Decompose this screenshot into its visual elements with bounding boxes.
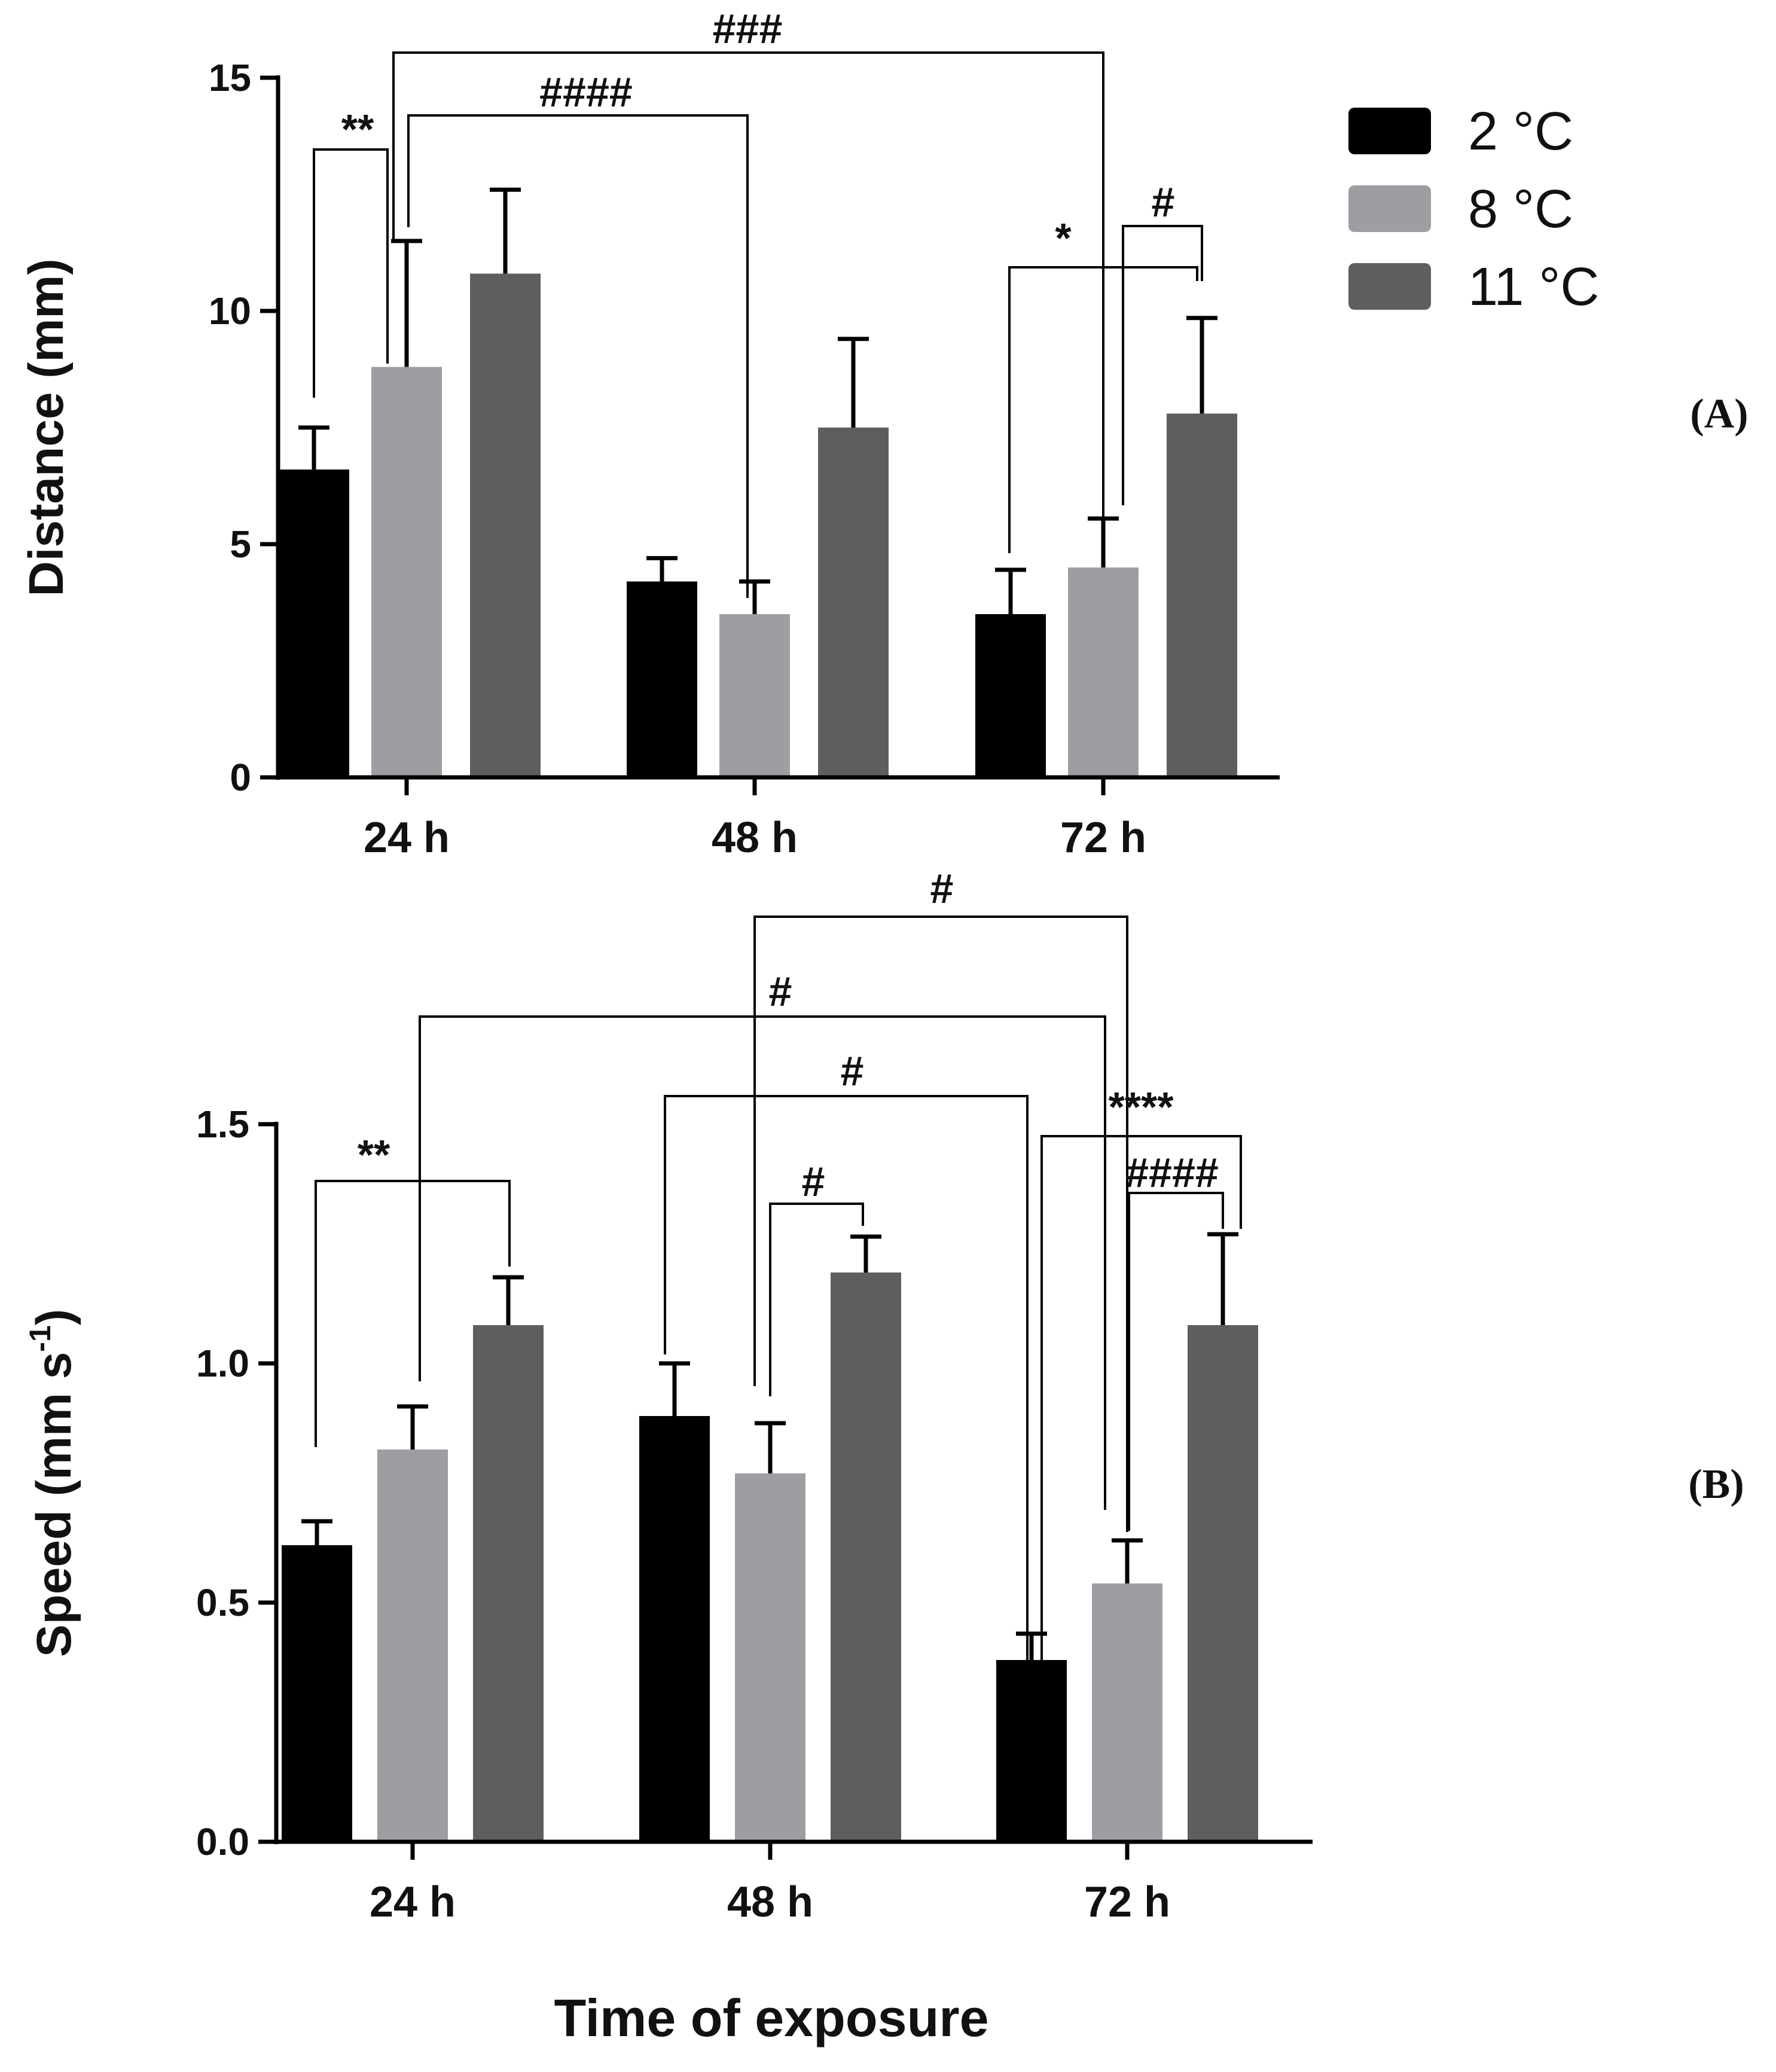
y-axis-title: Distance (mm) [19, 258, 74, 596]
x-tick-label: 72 h [1084, 1878, 1170, 1926]
significance-bracket [664, 1095, 1029, 1770]
y-tick-label: 5 [230, 523, 251, 566]
x-tick-label: 48 h [727, 1878, 813, 1926]
bar-24h-11C [473, 1325, 544, 1842]
legend-swatch [1348, 108, 1431, 154]
significance-bracket [753, 916, 1128, 1532]
x-tick-label: 24 h [370, 1878, 456, 1926]
bar-48h-11C [818, 428, 889, 777]
bar-72h-2C [996, 1660, 1067, 1842]
y-axis-title-superscript: -1 [23, 1325, 57, 1351]
significance-label: # [841, 1048, 864, 1094]
significance-label: #### [1125, 1149, 1219, 1196]
bar-72h-11C [1188, 1325, 1258, 1842]
y-axis-title: Speed (mm s-1) [23, 1309, 81, 1657]
significance-bracket [1128, 1192, 1224, 1531]
bar-48h-8C [719, 614, 790, 777]
bar-24h-2C [282, 1545, 352, 1842]
panel-speed: 0.0 0.5 1.0 1.5 24 h 48 h 72 h Speed (mm s-1) (B… [23, 865, 1744, 2047]
bar-72h-8C [1068, 567, 1139, 777]
significance-label: # [930, 865, 954, 912]
bar-48h-8C [735, 1473, 805, 1842]
x-tick-label: 24 h [364, 814, 450, 862]
bar-24h-2C [279, 469, 349, 777]
bar-72h-8C [1092, 1583, 1162, 1842]
significance-bracket [1008, 266, 1198, 553]
significance-bracket [769, 1203, 864, 1396]
significance-label: # [1152, 179, 1175, 225]
bar-72h-11C [1167, 413, 1237, 777]
y-axis-title-suffix: ) [27, 1309, 81, 1325]
x-axis-title: Time of exposure [554, 1988, 988, 2047]
legend-label: 2 °C [1468, 102, 1573, 161]
significance-bracket [419, 1015, 1106, 1510]
x-tick-label: 72 h [1060, 814, 1146, 862]
significance-label: # [769, 968, 792, 1015]
panel-tag: (B) [1688, 1461, 1744, 1508]
bar-24h-8C [371, 367, 442, 777]
significance-bracket [392, 51, 1104, 520]
y-axis-title-main: Speed (mm s [27, 1352, 81, 1657]
significance-bracket [407, 114, 749, 598]
bar-24h-8C [377, 1450, 448, 1842]
y-tick-label: 0.0 [196, 1820, 249, 1863]
significance-label: #### [539, 69, 633, 115]
significance-label: # [802, 1158, 825, 1205]
significance-bracket [315, 1180, 511, 1447]
bar-72h-2C [975, 614, 1046, 777]
bar-48h-11C [831, 1273, 901, 1842]
bar-24h-11C [470, 273, 541, 778]
y-tick-label: 1.5 [196, 1103, 249, 1146]
significance-label: **** [1109, 1084, 1174, 1130]
significance-bracket [1122, 225, 1203, 505]
significance-label: ** [358, 1131, 390, 1178]
y-tick-label: 15 [209, 56, 251, 99]
y-tick-label: 0 [230, 756, 251, 799]
significance-label: ### [713, 5, 783, 52]
y-tick-label: 0.5 [196, 1581, 249, 1624]
significance-label: * [1055, 215, 1072, 261]
legend-swatch [1348, 263, 1431, 310]
bar-48h-2C [627, 581, 697, 777]
significance-bracket [313, 148, 389, 398]
legend: 2 °C 8 °C 11 °C [1348, 102, 1599, 317]
significance-bracket [1040, 1135, 1242, 1770]
x-tick-label: 48 h [712, 814, 798, 862]
panel-tag: (A) [1690, 391, 1748, 437]
legend-label: 11 °C [1468, 257, 1599, 317]
bar-48h-2C [639, 1416, 710, 1842]
legend-label: 8 °C [1468, 179, 1573, 239]
significance-label: ** [341, 106, 374, 152]
legend-swatch [1348, 185, 1431, 232]
y-tick-label: 1.0 [196, 1342, 249, 1385]
y-tick-label: 10 [209, 289, 251, 332]
